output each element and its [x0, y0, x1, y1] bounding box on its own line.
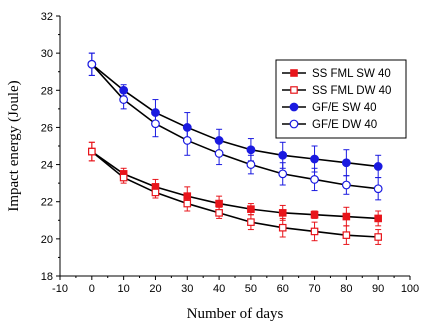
- data-point: [246, 145, 256, 155]
- data-point: [215, 209, 223, 217]
- legend-item: GF/E SW 40: [282, 102, 377, 114]
- y-tick-label: 20: [41, 234, 53, 246]
- data-point: [151, 119, 160, 129]
- data-point: [278, 150, 288, 160]
- x-tick-label: 30: [181, 283, 193, 295]
- y-tick-label: 28: [41, 85, 53, 97]
- y-axis-title: Impact energy (Joule): [6, 80, 22, 211]
- y-tick-label: 26: [41, 122, 53, 134]
- data-point: [278, 223, 287, 232]
- data-point: [215, 199, 223, 208]
- data-point: [310, 210, 319, 219]
- data-point: [342, 212, 351, 221]
- data-point: [119, 173, 128, 182]
- legend-label: GF/E SW 40: [312, 102, 377, 114]
- x-tick-label: 50: [245, 283, 257, 295]
- data-point: [87, 59, 97, 69]
- legend-label: SS FML SW 40: [312, 68, 391, 80]
- data-point: [342, 231, 351, 239]
- data-point: [341, 180, 351, 190]
- series-line: [91, 150, 379, 220]
- x-tick-label: 20: [149, 283, 161, 295]
- data-point: [289, 102, 299, 112]
- data-point: [373, 162, 383, 171]
- x-tick-label: -10: [52, 283, 68, 295]
- series-line: [91, 63, 379, 190]
- data-point: [278, 169, 288, 179]
- data-point: [290, 69, 298, 77]
- legend: SS FML SW 40 SS FML DW 40 GF/E SW 40 GF/E D…: [275, 59, 407, 139]
- data-point: [88, 147, 96, 156]
- data-point: [290, 86, 298, 94]
- data-point: [310, 175, 319, 184]
- x-tick-label: 0: [89, 283, 95, 295]
- y-tick-label: 24: [41, 160, 53, 172]
- data-point: [374, 233, 382, 241]
- data-point: [374, 214, 382, 223]
- data-point: [182, 136, 192, 145]
- legend-item: SS FML SW 40: [282, 68, 391, 80]
- series-2: [88, 141, 382, 245]
- data-point: [119, 95, 129, 104]
- y-tick-label: 32: [41, 11, 53, 23]
- data-point: [289, 119, 299, 129]
- x-tick-label: 70: [308, 283, 320, 295]
- series-line: [91, 63, 379, 168]
- x-tick-label: 40: [213, 283, 225, 295]
- y-tick-label: 18: [41, 271, 53, 283]
- x-tick-label: 80: [340, 283, 352, 295]
- y-tick-label: 22: [41, 197, 53, 209]
- series-line: [91, 150, 379, 238]
- x-axis-title: Number of days: [187, 306, 284, 322]
- data-point: [247, 218, 255, 226]
- legend-item: SS FML DW 40: [282, 85, 391, 97]
- data-point: [310, 227, 319, 236]
- data-point: [151, 188, 160, 197]
- data-point: [214, 149, 224, 158]
- x-tick-label: 90: [372, 283, 384, 295]
- data-point: [278, 209, 287, 217]
- y-tick-label: 30: [41, 48, 53, 60]
- legend-item: GF/E DW 40: [282, 119, 377, 131]
- data-point: [247, 205, 255, 213]
- data-point: [373, 184, 383, 194]
- data-point: [246, 160, 256, 169]
- legend-label: GF/E DW 40: [312, 119, 377, 131]
- data-point: [310, 154, 319, 164]
- data-point: [183, 199, 192, 208]
- series-4: [87, 52, 383, 201]
- legend-label: SS FML DW 40: [312, 85, 391, 97]
- data-point: [341, 158, 351, 168]
- x-tick-label: 10: [118, 283, 130, 295]
- x-tick-label: 60: [277, 283, 289, 295]
- plot-area: -10 0 10 20 30 40 50 60 70 80 90 100 18 20 22 24 26 28 30 3…: [41, 11, 419, 295]
- x-tick-label: 100: [401, 283, 419, 295]
